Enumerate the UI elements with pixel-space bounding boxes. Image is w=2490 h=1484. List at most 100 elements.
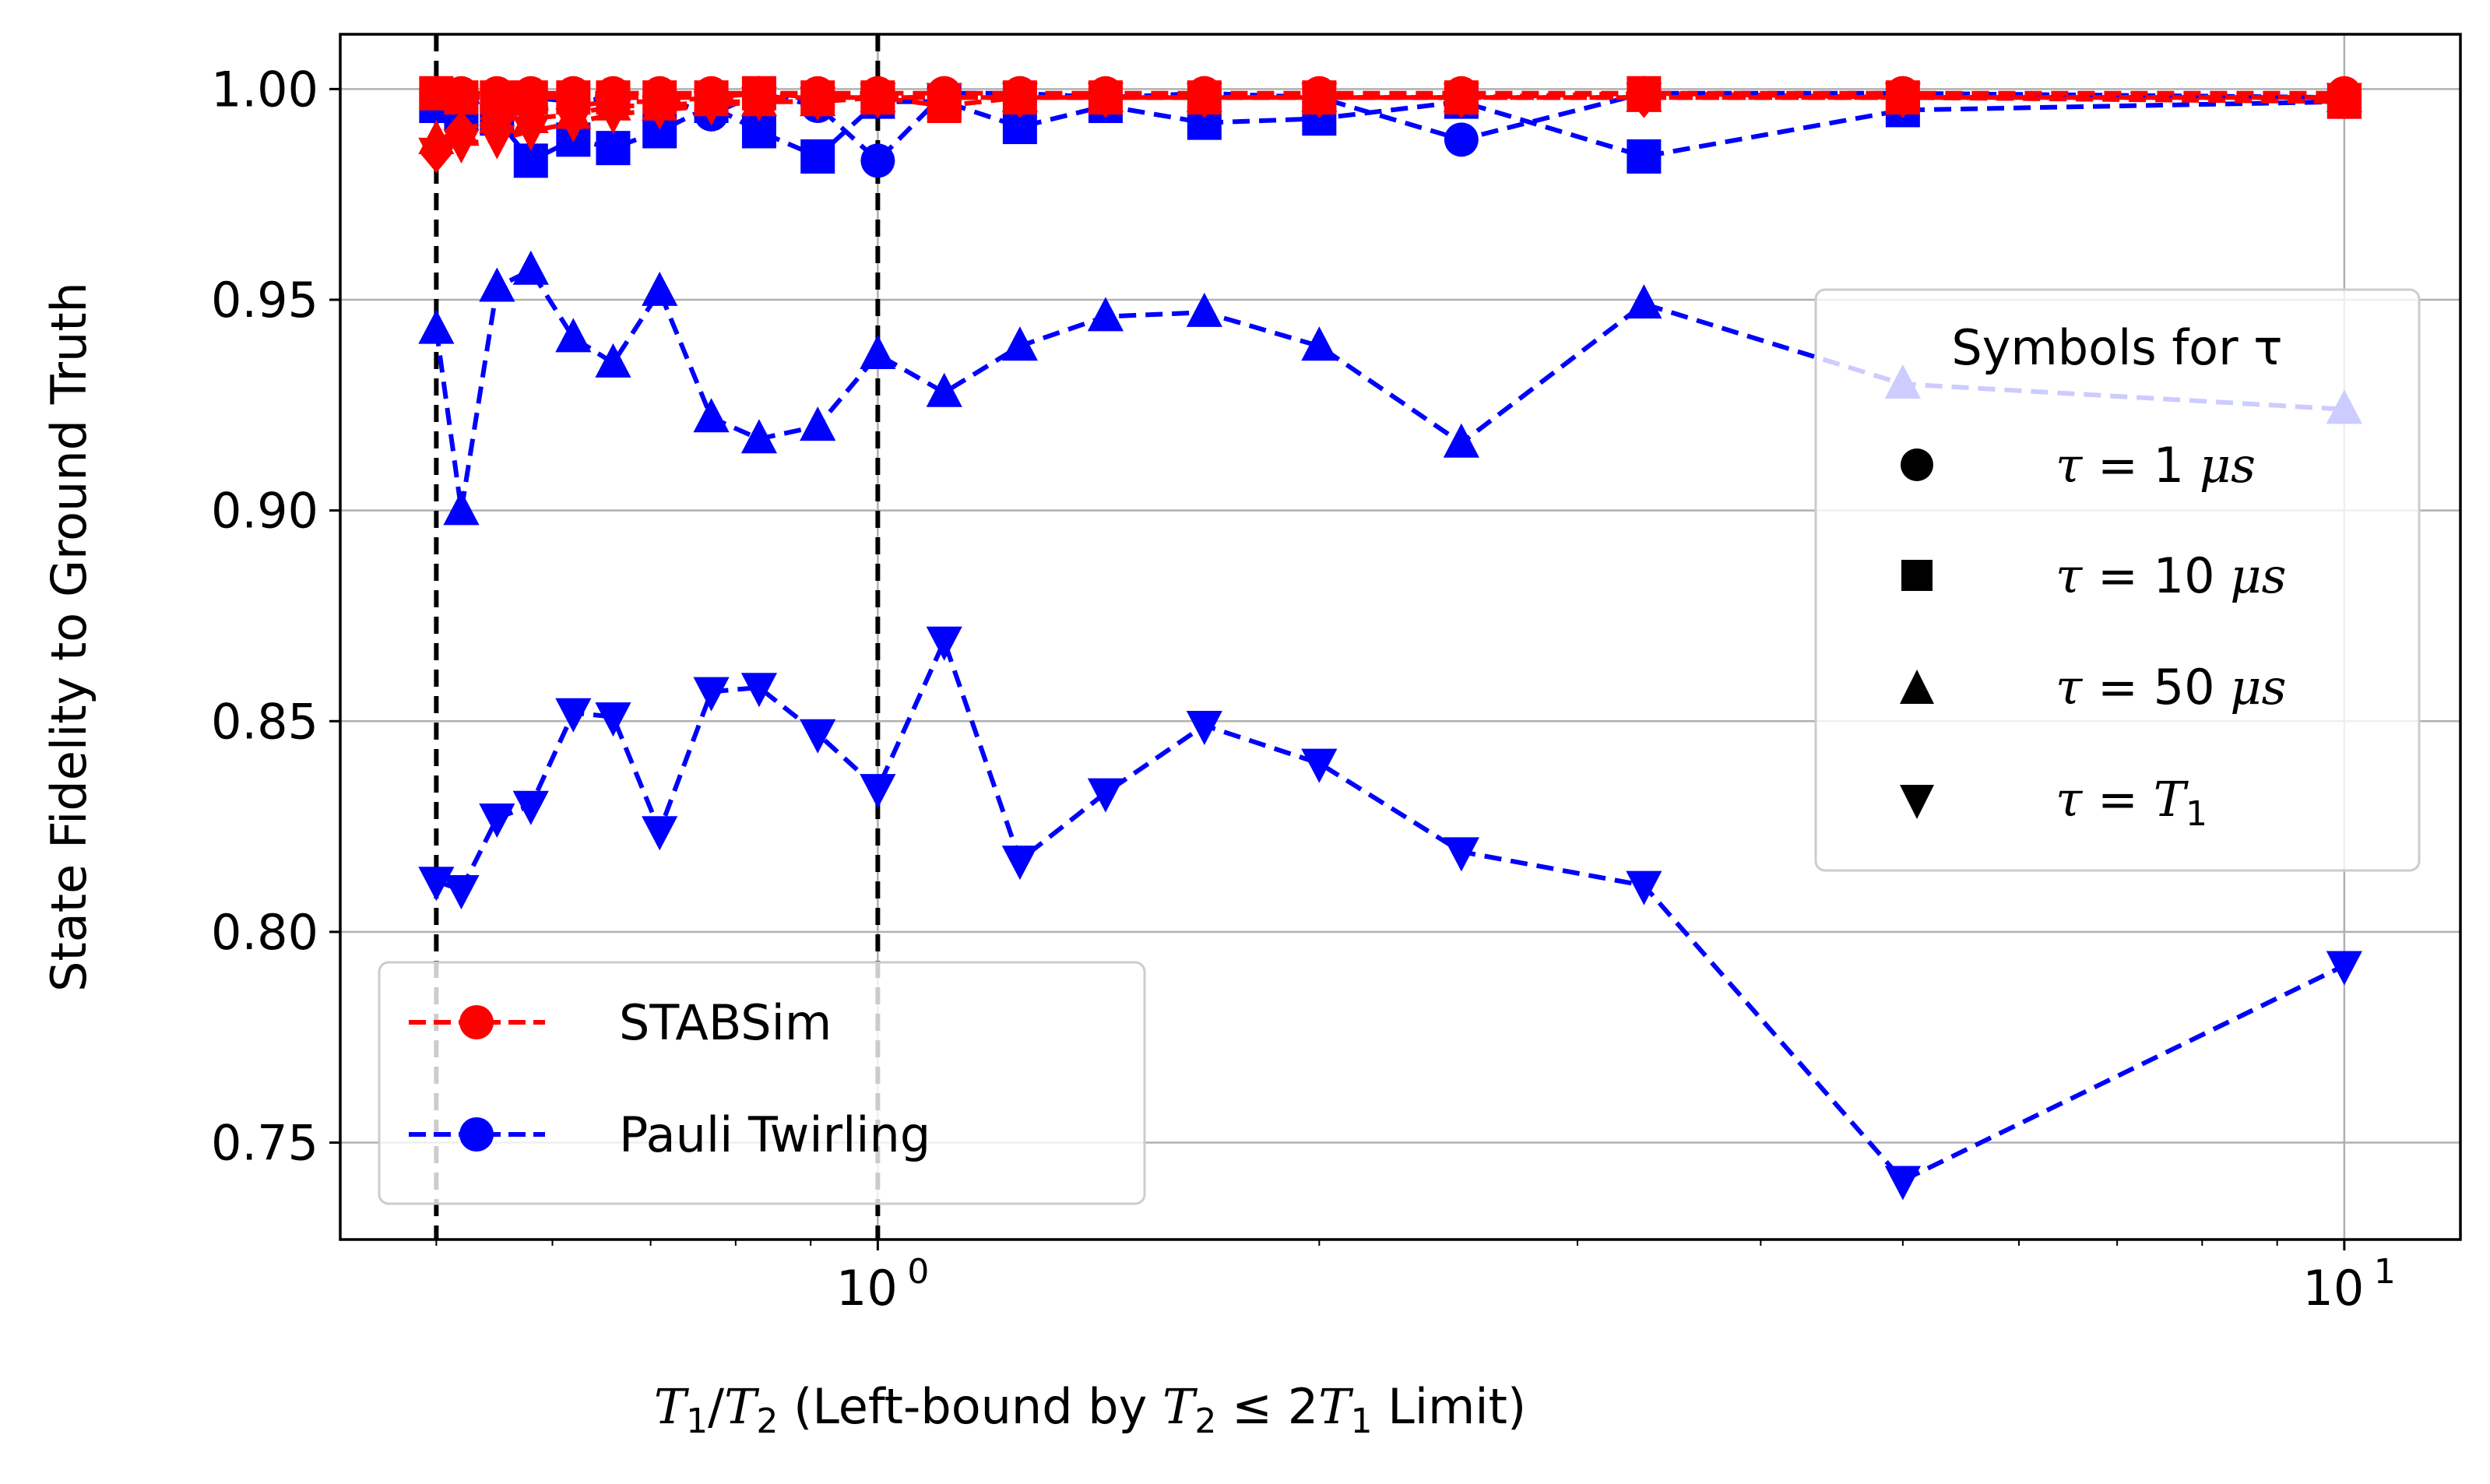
method-legend: STABSim Pauli Twirling [378, 961, 1146, 1205]
data-point [596, 131, 631, 166]
data-point [513, 90, 548, 131]
data-point [1626, 284, 1662, 319]
y-tick-label: 0.90 [211, 483, 318, 540]
data-point [479, 804, 515, 839]
data-point [1627, 76, 1662, 118]
data-point [1444, 122, 1479, 157]
data-point [1626, 870, 1662, 906]
xlabel-t1: T [654, 1378, 690, 1435]
data-point [1627, 139, 1662, 174]
x-ticks: 10 0 10 1 [435, 1240, 2396, 1317]
data-point [1001, 846, 1038, 881]
data-point [860, 143, 895, 178]
legend-marker-stabsim [459, 1005, 494, 1039]
series-stabsim-8 [419, 76, 2362, 173]
data-point [1087, 778, 1124, 813]
data-point [1002, 76, 1037, 118]
triangle-down-marker-icon [1900, 785, 1934, 819]
data-point [642, 271, 678, 306]
symbol-label-50us: τ = 50 μs [2056, 659, 2286, 716]
data-point [512, 790, 549, 825]
xlabel-end: Limit) [1373, 1378, 1527, 1435]
data-point [419, 132, 454, 173]
data-point [443, 875, 480, 910]
data-point [1301, 326, 1338, 361]
data-point [1087, 297, 1124, 332]
symbol-label-1us: τ = 1 μs [2056, 437, 2256, 494]
y-tick-label: 0.80 [211, 904, 318, 961]
data-point [693, 677, 730, 712]
data-point [926, 626, 962, 661]
circle-marker-icon [1901, 448, 1933, 481]
symbol-label-t1: τ = T1 [2056, 771, 2207, 834]
data-point [596, 81, 631, 123]
legend-label-pauli-twirling: Pauli Twirling [619, 1106, 930, 1163]
data-point [1443, 423, 1479, 458]
symbol-legend: Symbols for τ τ = 1 μs τ = 10 μs τ = 50 … [1814, 288, 2421, 872]
xlabel-le: ≤ 2 [1216, 1378, 1318, 1435]
x-tick-label: 10 [2302, 1260, 2364, 1317]
data-point [800, 719, 836, 754]
data-point [1302, 76, 1337, 118]
data-point [479, 267, 515, 302]
square-marker-icon [1901, 560, 1933, 591]
data-point [926, 372, 962, 407]
data-point [1885, 76, 1920, 118]
data-point [1187, 76, 1222, 118]
y-tick-label: 0.95 [211, 272, 318, 329]
xlabel-s2: 2 [756, 1401, 778, 1441]
data-point [556, 85, 591, 127]
data-point [693, 398, 730, 433]
data-point [1001, 326, 1038, 361]
data-point [512, 250, 549, 285]
data-point [694, 76, 729, 118]
data-point [1301, 748, 1338, 783]
xlabel-slash: / [708, 1378, 724, 1435]
y-axis-label: State Fidelity to Ground Truth [40, 282, 97, 992]
y-tick-label: 0.85 [211, 693, 318, 750]
data-point [1444, 76, 1479, 118]
y-tick-label: 1.00 [211, 61, 318, 118]
data-point [1443, 837, 1479, 872]
method-legend-box [378, 961, 1146, 1205]
y-tick-label: 0.75 [211, 1115, 318, 1172]
symbol-label-10us: τ = 10 μs [2056, 547, 2286, 604]
xlabel-s1: 1 [686, 1401, 708, 1441]
data-point [1186, 710, 1222, 745]
data-point [642, 816, 678, 851]
data-point [2326, 951, 2362, 986]
plot-frame [339, 33, 2462, 1241]
reference-vlines [434, 34, 881, 1240]
data-point [444, 80, 479, 115]
data-point [1884, 1166, 1921, 1201]
xlabel-t4: T [1318, 1378, 1354, 1435]
data-point [443, 491, 480, 526]
data-point [444, 111, 479, 152]
data-point [555, 698, 592, 733]
x-axis-label: T1/T2 (Left-bound by T2 ≤ 2T1 Limit) [654, 1378, 1526, 1441]
symbol-legend-title: Symbols for τ [1951, 319, 2282, 376]
data-point [860, 335, 896, 370]
x-tick-exponent: 0 [907, 1252, 929, 1292]
data-point [740, 419, 778, 454]
data-point [555, 318, 592, 353]
data-point [741, 76, 776, 118]
data-point [800, 139, 835, 174]
data-point [860, 76, 895, 118]
xlabel-t3: T [1162, 1378, 1198, 1435]
data-point [642, 81, 677, 123]
data-point [1088, 76, 1123, 118]
series-line [435, 90, 2344, 164]
xlabel-text: (Left-bound by [778, 1378, 1162, 1435]
legend-marker-pauli [459, 1117, 494, 1152]
legend-entry-stabsim: STABSim [409, 994, 832, 1051]
data-point [418, 309, 455, 344]
data-point [800, 406, 836, 441]
data-point [479, 125, 515, 160]
legend-entry-pauli-twirling: Pauli Twirling [409, 1106, 930, 1163]
data-point [2326, 76, 2362, 118]
data-point [595, 702, 631, 737]
data-point [800, 76, 835, 118]
series-pauli-twirling-3 [418, 626, 2362, 1201]
data-point [740, 673, 778, 708]
